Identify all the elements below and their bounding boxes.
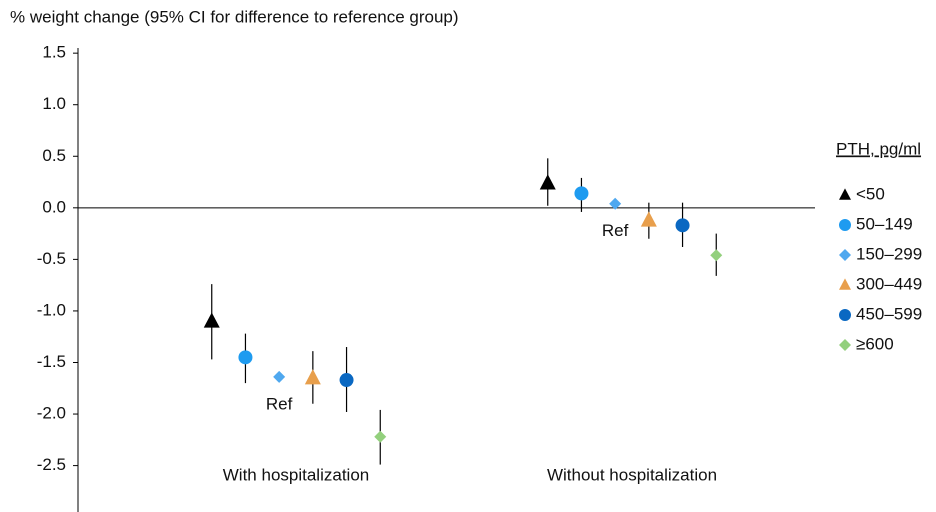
legend-label: 300–449	[856, 274, 922, 293]
legend-marker	[839, 219, 851, 231]
legend-marker	[839, 188, 851, 200]
y-tick-label: 1.0	[42, 94, 66, 113]
data-point	[675, 218, 690, 233]
legend-title: PTH, pg/ml	[836, 139, 921, 158]
data-point	[539, 174, 556, 190]
legend-marker	[839, 249, 851, 261]
legend-marker	[839, 309, 851, 321]
ref-label: Ref	[266, 394, 293, 413]
data-point	[640, 211, 657, 227]
chart-title: % weight change (95% CI for difference t…	[10, 7, 459, 26]
data-point	[339, 373, 354, 388]
y-tick-label: 0.0	[42, 197, 66, 216]
y-tick-label: 0.5	[42, 146, 66, 165]
y-tick-label: 1.5	[42, 43, 66, 62]
legend-label: ≥600	[856, 334, 894, 353]
category-label: With hospitalization	[223, 465, 369, 484]
data-point	[574, 186, 589, 201]
data-point	[273, 370, 286, 383]
data-point	[304, 369, 321, 385]
data-point	[710, 249, 723, 262]
y-tick-label: -0.5	[37, 249, 66, 268]
data-point	[238, 350, 253, 365]
legend-marker	[839, 278, 851, 290]
legend-marker	[839, 339, 851, 351]
y-tick-label: -1.0	[37, 300, 66, 319]
y-tick-label: -2.5	[37, 455, 66, 474]
ref-label: Ref	[602, 221, 629, 240]
legend-label: 50–149	[856, 214, 913, 233]
category-label: Without hospitalization	[547, 465, 717, 484]
data-point	[374, 430, 387, 443]
legend-label: 150–299	[856, 244, 922, 263]
legend-label: <50	[856, 184, 885, 203]
data-point	[203, 312, 220, 328]
y-tick-label: -2.0	[37, 404, 66, 423]
data-point	[609, 197, 622, 210]
y-tick-label: -1.5	[37, 352, 66, 371]
legend-label: 450–599	[856, 304, 922, 323]
